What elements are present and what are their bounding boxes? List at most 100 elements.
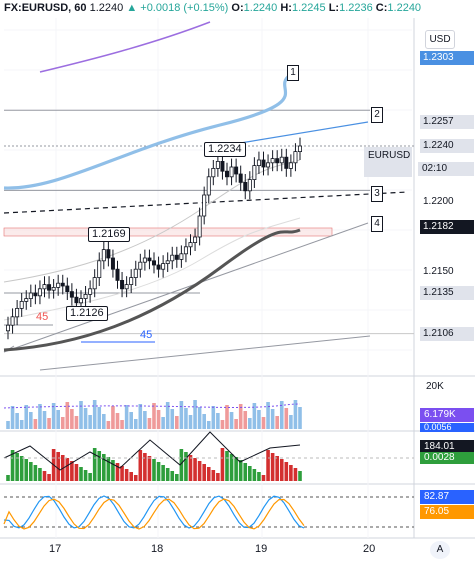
volume-ma <box>3 403 301 409</box>
volume-bar-61 <box>284 408 289 429</box>
macd-bar-18 <box>88 473 92 481</box>
candle-body-0 <box>6 324 11 332</box>
macd-bar-13 <box>65 458 70 481</box>
candle-body-60 <box>279 156 284 164</box>
candle-body-20 <box>97 260 102 278</box>
volume-bar-10 <box>51 403 56 429</box>
macd-bar-36 <box>170 471 175 481</box>
macd-bar-48 <box>225 451 229 481</box>
volume-bar-18 <box>88 415 92 429</box>
macd-line <box>3 431 301 471</box>
candle-body-7 <box>37 288 42 297</box>
macd-bar-15 <box>74 464 79 481</box>
macd-bar-53 <box>248 466 252 481</box>
price-tag-6-text: 1.2150 <box>423 266 454 277</box>
volume-bar-33 <box>156 410 161 429</box>
candle-body-32 <box>151 260 156 266</box>
auto-scale-button[interactable]: A <box>430 541 450 559</box>
volume-bar-27 <box>129 412 133 429</box>
macd-bar-38 <box>179 449 184 481</box>
time-tick-19: 19 <box>255 543 267 555</box>
time-tick-20-text: 20 <box>363 543 376 555</box>
macd-bar-45 <box>211 470 216 481</box>
macd-bar-32 <box>152 459 156 481</box>
macd-bar-52 <box>243 463 248 481</box>
trendline-label-3-text: 3 <box>374 188 380 199</box>
angle-45-blue-text: 45 <box>140 329 153 341</box>
symbol-label[interactable]: FX:EURUSD, 60 <box>4 2 87 14</box>
candle-body-47 <box>220 160 225 172</box>
candle-body-10 <box>51 286 56 291</box>
candle-body-1 <box>10 316 15 326</box>
stoch-tag-1: 82.87 <box>420 490 474 504</box>
volume-bar-46 <box>216 413 220 429</box>
volume-bar-22 <box>106 421 111 429</box>
trendline-label-1[interactable]: 1 <box>287 65 299 81</box>
candle-body-27 <box>129 277 134 286</box>
volume-bar-58 <box>270 409 275 429</box>
trendline-label-2[interactable]: 2 <box>371 107 383 123</box>
candle-body-30 <box>142 257 147 263</box>
price-tag-5-text: 1.2182 <box>423 221 454 233</box>
volume-bar-59 <box>275 416 279 429</box>
price-tag-6: 1.2150 <box>420 265 474 279</box>
macd-bar-56 <box>261 475 266 481</box>
annotation-mid-text: 1.2169 <box>92 228 126 240</box>
volume-bar-14 <box>70 409 74 429</box>
macd-bar-4 <box>24 459 29 481</box>
candle-body-28 <box>133 268 138 279</box>
volume-bar-17 <box>83 408 88 429</box>
volume-bar-34 <box>161 417 165 429</box>
macd-bar-47 <box>220 448 225 481</box>
macd-bar-2 <box>15 453 19 481</box>
macd-bar-46 <box>216 473 220 481</box>
price-tag-4-text: 1.2200 <box>423 196 454 207</box>
price-tag-7: 1.2135 <box>420 286 474 300</box>
candle-body-15 <box>74 296 79 304</box>
volume-bar-41 <box>193 400 197 429</box>
stoch-tag-2-text: 76.05 <box>424 506 450 517</box>
angle-45-red-text: 45 <box>36 311 49 323</box>
trendline-label-4-text: 4 <box>374 218 380 229</box>
annotation-low: 1.2126 <box>66 306 108 321</box>
volume-bar-1 <box>10 406 15 429</box>
candle-body-50 <box>234 166 239 175</box>
open-label: O: <box>231 2 244 14</box>
candle-body-35 <box>165 260 170 264</box>
macd-tag-1-text: 184.01 <box>424 441 455 452</box>
macd-bar-29 <box>138 450 143 481</box>
volume-bar-39 <box>184 408 188 429</box>
time-tick-17-text: 17 <box>49 543 62 555</box>
volume-bar-16 <box>79 401 83 429</box>
candle-body-18 <box>88 288 93 295</box>
angle-45-red: 45 <box>36 311 48 323</box>
volume-bar-21 <box>102 414 106 429</box>
macd-bar-60 <box>279 459 284 481</box>
macd-bar-64 <box>298 471 302 481</box>
volume-bar-50 <box>234 419 238 429</box>
macd-bar-33 <box>156 462 161 481</box>
candle-body-26 <box>124 284 129 290</box>
volume-bar-40 <box>188 415 193 429</box>
candle-body-22 <box>106 249 111 259</box>
stoch-tag-1-text: 82.87 <box>424 491 450 502</box>
trendline-label-3[interactable]: 3 <box>371 186 383 202</box>
volume-bar-55 <box>257 410 261 429</box>
trendline-label-4[interactable]: 4 <box>371 216 383 232</box>
volume-bar-9 <box>47 418 51 429</box>
volume-tag-1-text: 6.179K <box>424 409 456 420</box>
volume-bar-25 <box>120 420 124 429</box>
open-value: 1.2240 <box>243 2 278 14</box>
candle-body-57 <box>266 162 271 168</box>
currency-button[interactable]: USD <box>425 30 455 49</box>
ma-dark <box>3 228 301 352</box>
price-tag-3: 1.2240 <box>420 139 474 153</box>
macd-bar-14 <box>70 461 74 481</box>
ma-purple <box>39 21 211 73</box>
auto-scale-label: A <box>436 544 444 555</box>
ma-light-2 <box>3 217 301 321</box>
volume-bar-32 <box>152 403 156 429</box>
macd-bar-57 <box>266 450 270 481</box>
low-label: L: <box>328 2 340 14</box>
